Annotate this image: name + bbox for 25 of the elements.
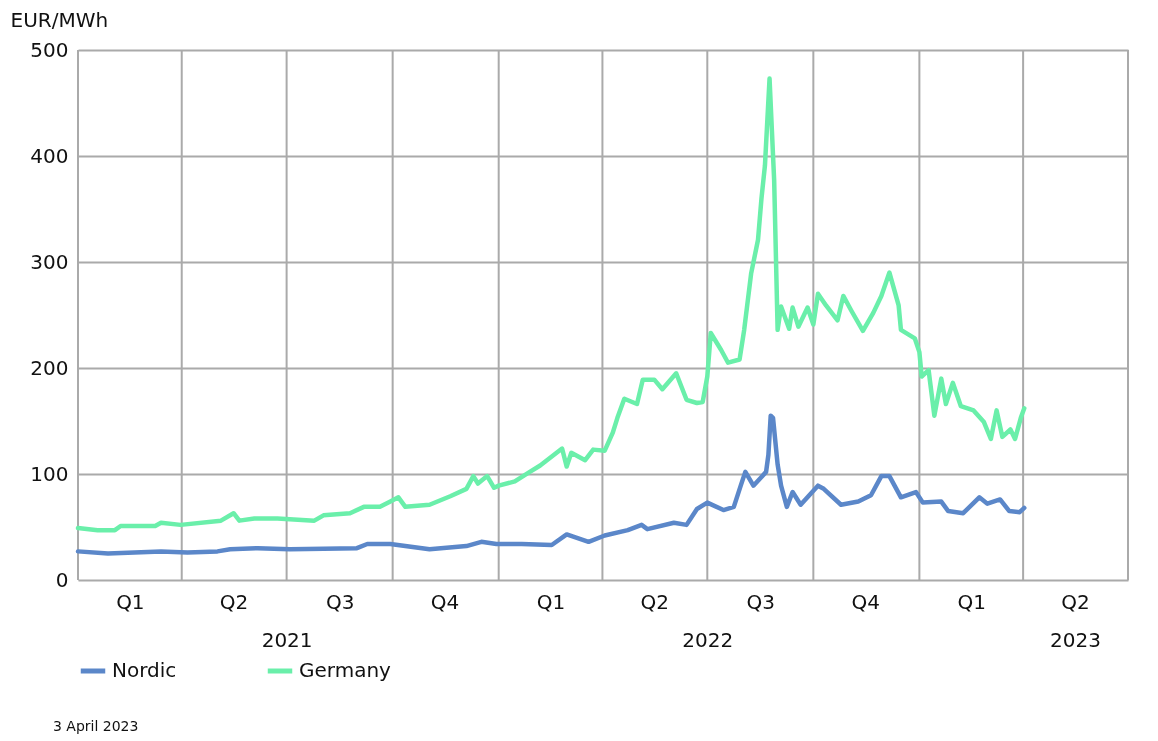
- x-tick-label: Q4: [851, 589, 880, 614]
- y-tick-label: 500: [30, 37, 69, 62]
- y-tick-label: 300: [30, 249, 69, 274]
- x-tick-label: Q2: [640, 589, 670, 614]
- y-axis-title: EUR/MWh: [10, 7, 109, 32]
- line-series: [75, 76, 1027, 533]
- x-tick-label: Q4: [430, 589, 460, 614]
- line-series: [75, 413, 1027, 556]
- x2-tick-label: 2022: [682, 627, 734, 652]
- legend-label: Germany: [299, 658, 392, 682]
- x-tick-label: Q3: [746, 589, 776, 614]
- legend-label: Nordic: [112, 658, 177, 682]
- x2-tick-label: 2021: [261, 627, 313, 652]
- x-tick-label: Q1: [957, 589, 986, 614]
- x-tick-label: Q1: [116, 589, 145, 614]
- y-tick-label: 200: [30, 355, 69, 380]
- y-tick-label: 400: [30, 143, 69, 168]
- x-tick-label: Q2: [219, 589, 249, 614]
- x-tick-label: Q2: [1061, 589, 1090, 614]
- text: 3 April 2023: [53, 718, 139, 734]
- x-tick-label: Q3: [325, 589, 355, 614]
- x2-tick-label: 2023: [1050, 627, 1101, 652]
- y-tick-label: 100: [30, 461, 69, 486]
- x-tick-label: Q1: [536, 589, 566, 614]
- y-tick-label: 0: [55, 567, 69, 592]
